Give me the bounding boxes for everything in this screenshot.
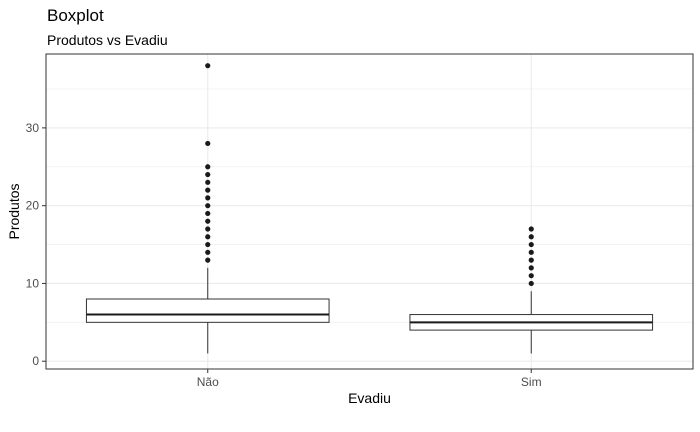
outlier-point — [205, 140, 211, 147]
outlier-point — [205, 171, 211, 178]
grid-lines — [46, 54, 693, 369]
outlier-point — [205, 63, 211, 69]
y-tick-label: 10 — [26, 276, 40, 290]
outlier-point — [205, 195, 211, 201]
outlier-point — [205, 226, 211, 232]
outlier-point — [205, 210, 211, 217]
outlier-point — [205, 241, 211, 248]
plot-panel-border — [45, 53, 694, 370]
outlier-point — [528, 234, 534, 240]
outlier-point — [205, 218, 211, 224]
y-tick-label: 0 — [32, 354, 39, 368]
box-sim — [409, 226, 654, 354]
outlier-point — [205, 164, 211, 170]
outlier-point — [205, 257, 211, 263]
outlier-point — [205, 203, 211, 209]
outlier-point — [528, 280, 534, 287]
x-axis: Não Sim — [197, 369, 542, 389]
box-series — [85, 63, 654, 354]
outlier-point — [205, 234, 211, 240]
outlier-point — [528, 226, 534, 232]
x-tick-label: Não — [197, 375, 219, 389]
outlier-point — [528, 265, 534, 271]
outlier-point — [528, 257, 534, 263]
y-axis-title: Produtos — [6, 183, 22, 239]
outlier-point — [205, 179, 211, 185]
outlier-point — [205, 249, 211, 255]
y-tick-label: 30 — [26, 121, 40, 135]
outlier-point — [528, 241, 534, 248]
y-tick-label: 20 — [26, 199, 40, 213]
outlier-point — [205, 187, 211, 193]
x-axis-title: Evadiu — [348, 390, 391, 406]
y-axis: 0 10 20 30 — [26, 121, 46, 368]
box-nao — [85, 63, 330, 354]
outlier-point — [528, 273, 534, 279]
chart-subtitle: Produtos vs Evadiu — [47, 32, 168, 48]
x-tick-label: Sim — [521, 375, 542, 389]
chart-title: Boxplot — [47, 6, 104, 25]
box-iqr — [85, 298, 330, 323]
outlier-point — [528, 249, 534, 255]
